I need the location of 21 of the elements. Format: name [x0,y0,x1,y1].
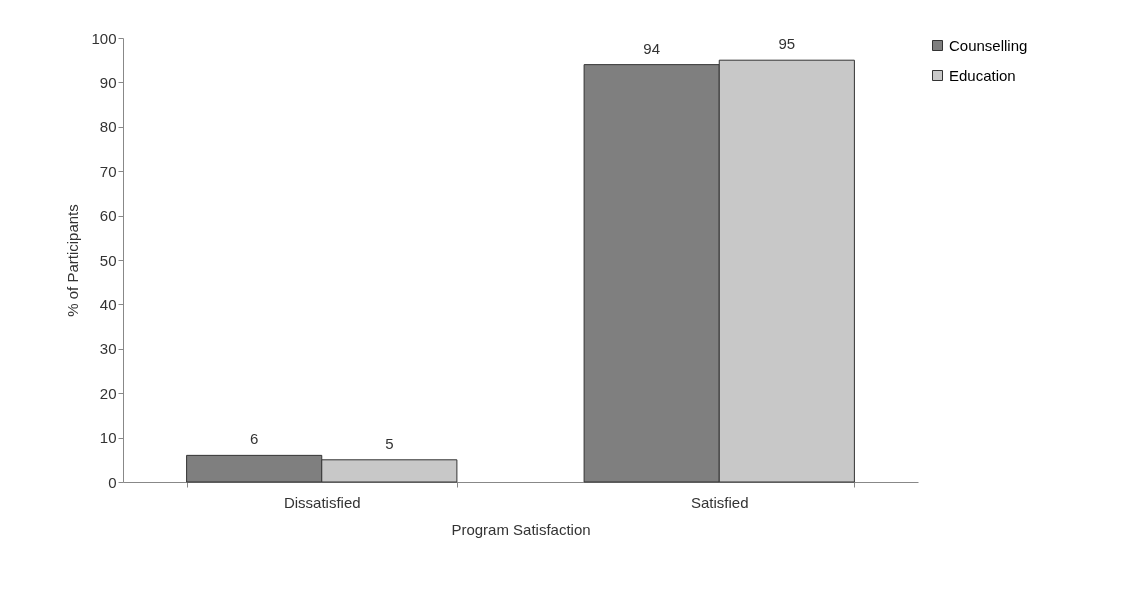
data-label: 5 [385,434,394,452]
data-label: 6 [250,430,259,448]
y-tick-label: 70 [99,162,117,180]
y-tick-label: 40 [99,295,117,313]
data-label: 95 [778,35,796,53]
data-label: 94 [643,39,661,57]
y-tick-label: 20 [99,384,117,402]
y-tick-label: 0 [108,473,117,491]
x-tick-label: Dissatisfied [283,493,361,511]
legend-label: Counselling [949,36,1028,54]
y-tick-label: 50 [99,251,117,269]
y-tick-label: 80 [99,118,117,136]
y-tick-label: 90 [99,73,117,91]
y-tick-label: 30 [99,340,117,358]
y-tick-label: 60 [99,207,117,225]
x-axis-title: Program Satisfaction [451,520,591,538]
y-tick-label: 10 [99,429,117,447]
legend-label: Education [949,66,1016,84]
y-tick-label: 100 [91,29,117,47]
x-tick-label: Satisfied [690,493,749,511]
y-axis-title: % of Participants [64,204,82,317]
